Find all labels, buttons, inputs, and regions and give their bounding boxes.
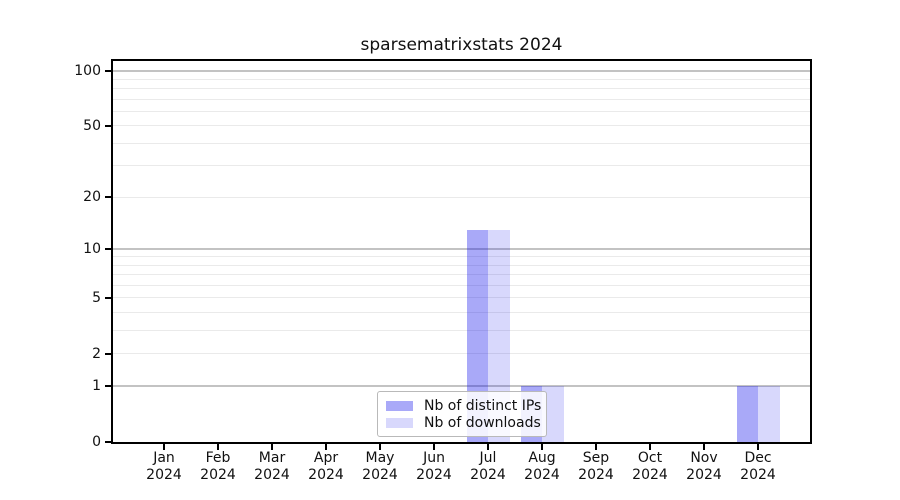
legend-swatch-distinct-ips bbox=[386, 400, 413, 411]
x-tick bbox=[433, 444, 435, 450]
y-tick-label: 10 bbox=[83, 241, 101, 258]
y-tick bbox=[105, 296, 111, 299]
bar-dec-ips bbox=[736, 386, 758, 442]
y-gridline-minor bbox=[113, 165, 810, 167]
legend-item-downloads: Nb of downloads bbox=[384, 414, 541, 431]
y-tick-label: 20 bbox=[83, 189, 101, 206]
y-gridline-minor bbox=[113, 142, 810, 144]
y-gridline-minor bbox=[113, 297, 810, 299]
y-gridline-minor bbox=[113, 125, 810, 127]
y-gridline-minor bbox=[113, 330, 810, 332]
x-tick bbox=[757, 444, 759, 450]
legend-label-downloads: Nb of downloads bbox=[424, 414, 541, 431]
x-tick bbox=[703, 444, 705, 450]
y-gridline-minor bbox=[113, 196, 810, 198]
y-tick-label: 100 bbox=[74, 63, 101, 79]
legend: Nb of distinct IPs Nb of downloads bbox=[377, 391, 547, 437]
x-tick-label: Jun 2024 bbox=[416, 450, 452, 483]
x-tick bbox=[541, 444, 543, 450]
y-tick-label: 50 bbox=[83, 117, 101, 134]
y-gridline-minor bbox=[113, 264, 810, 266]
x-tick-label: Nov 2024 bbox=[686, 450, 722, 483]
y-gridline-minor bbox=[113, 312, 810, 314]
y-tick bbox=[105, 441, 111, 443]
x-tick-label: Jan 2024 bbox=[146, 450, 182, 483]
chart-title: sparsematrixstats 2024 bbox=[360, 35, 563, 55]
x-tick-label: Feb 2024 bbox=[200, 450, 236, 483]
y-tick bbox=[105, 196, 111, 199]
y-gridline-minor bbox=[113, 274, 810, 276]
legend-swatch-downloads bbox=[386, 417, 413, 428]
y-tick bbox=[105, 385, 111, 388]
x-tick bbox=[379, 444, 381, 450]
x-tick bbox=[649, 444, 651, 450]
y-gridline-minor bbox=[113, 256, 810, 258]
x-tick-label: May 2024 bbox=[362, 450, 398, 483]
x-tick-label: Mar 2024 bbox=[254, 450, 290, 483]
y-gridline-major bbox=[113, 70, 810, 72]
bar-jul-ips bbox=[466, 229, 488, 442]
x-tick-label: Jul 2024 bbox=[470, 450, 506, 483]
legend-label-distinct-ips: Nb of distinct IPs bbox=[424, 397, 542, 414]
y-gridline-minor bbox=[113, 88, 810, 90]
x-tick-label: Aug 2024 bbox=[524, 450, 560, 483]
x-tick-label: Apr 2024 bbox=[308, 450, 344, 483]
y-gridline-major bbox=[113, 248, 810, 251]
y-tick bbox=[105, 352, 111, 355]
y-gridline-major bbox=[113, 385, 810, 388]
x-tick bbox=[163, 444, 165, 450]
bar-aug-downloads bbox=[542, 386, 564, 442]
bar-dec-downloads bbox=[758, 386, 780, 442]
y-gridline-minor bbox=[113, 285, 810, 287]
plot-area: Jan 2024 Feb 2024 Mar 2024 Apr 2024 May 2024… bbox=[74, 59, 812, 483]
y-tick-label: 2 bbox=[92, 345, 101, 362]
x-tick-label: Sep 2024 bbox=[578, 450, 614, 483]
x-tick bbox=[595, 444, 597, 450]
y-tick bbox=[105, 248, 111, 251]
y-tick-label: 5 bbox=[92, 289, 101, 306]
y-gridline-minor bbox=[113, 98, 810, 100]
x-tick bbox=[271, 444, 273, 450]
y-tick-label: 0 bbox=[92, 434, 101, 450]
x-tick bbox=[217, 444, 219, 450]
x-tick bbox=[325, 444, 327, 450]
y-tick bbox=[105, 124, 111, 127]
y-tick-label: 1 bbox=[92, 378, 101, 395]
x-tick-label: Dec 2024 bbox=[740, 450, 776, 483]
x-tick-label: Oct 2024 bbox=[632, 450, 668, 483]
y-tick bbox=[105, 70, 111, 72]
y-gridline-minor bbox=[113, 78, 810, 80]
y-gridline-minor bbox=[113, 353, 810, 355]
bar-jul-downloads bbox=[488, 229, 510, 442]
y-gridline-minor bbox=[113, 111, 810, 113]
legend-item-distinct-ips: Nb of distinct IPs bbox=[384, 397, 542, 414]
x-tick bbox=[487, 444, 489, 450]
